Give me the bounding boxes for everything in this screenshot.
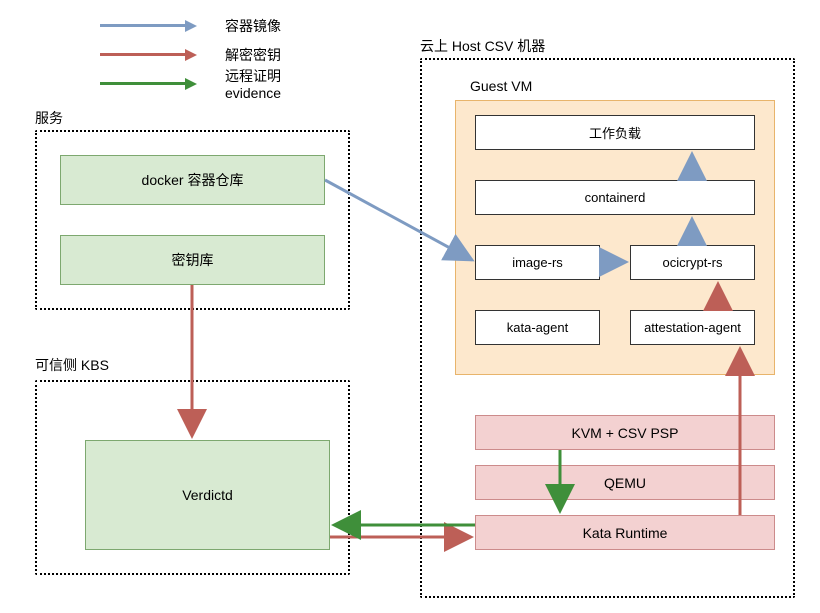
legend-label-green: 远程证明 evidence <box>225 68 281 102</box>
node-containerd: containerd <box>475 180 755 215</box>
node-docker-repo: docker 容器仓库 <box>60 155 325 205</box>
node-ocicrypt-rs: ocicrypt-rs <box>630 245 755 280</box>
legend-label-blue: 容器镜像 <box>225 16 281 36</box>
node-kata-runtime-label: Kata Runtime <box>583 525 668 541</box>
region-guestvm-label: Guest VM <box>470 78 532 94</box>
legend-label-red: 解密密钥 <box>225 45 281 65</box>
region-host-label: 云上 Host CSV 机器 <box>420 36 545 56</box>
region-services-label: 服务 <box>35 108 63 128</box>
node-keystore: 密钥库 <box>60 235 325 285</box>
node-kata-runtime: Kata Runtime <box>475 515 775 550</box>
node-ocicrypt-rs-label: ocicrypt-rs <box>663 255 723 270</box>
node-docker-repo-label: docker 容器仓库 <box>142 170 244 190</box>
node-image-rs-label: image-rs <box>512 255 563 270</box>
node-workload: 工作负载 <box>475 115 755 150</box>
node-kata-agent: kata-agent <box>475 310 600 345</box>
node-attestation-agent: attestation-agent <box>630 310 755 345</box>
node-verdictd-label: Verdictd <box>182 487 233 503</box>
legend-line-blue <box>100 24 185 27</box>
node-kata-agent-label: kata-agent <box>507 320 568 335</box>
node-kvm-csv: KVM + CSV PSP <box>475 415 775 450</box>
node-image-rs: image-rs <box>475 245 600 280</box>
node-keystore-label: 密钥库 <box>172 250 214 270</box>
legend-arrow-blue <box>185 20 197 32</box>
node-verdictd: Verdictd <box>85 440 330 550</box>
node-workload-label: 工作负载 <box>589 123 641 142</box>
legend-arrow-green <box>185 78 197 90</box>
node-attestation-agent-label: attestation-agent <box>644 320 741 335</box>
legend-line-green <box>100 82 185 85</box>
node-qemu: QEMU <box>475 465 775 500</box>
node-qemu-label: QEMU <box>604 475 646 491</box>
legend-line-red <box>100 53 185 56</box>
node-containerd-label: containerd <box>585 190 646 205</box>
legend-arrow-red <box>185 49 197 61</box>
node-kvm-csv-label: KVM + CSV PSP <box>572 425 679 441</box>
region-kbs-label: 可信侧 KBS <box>35 355 109 375</box>
